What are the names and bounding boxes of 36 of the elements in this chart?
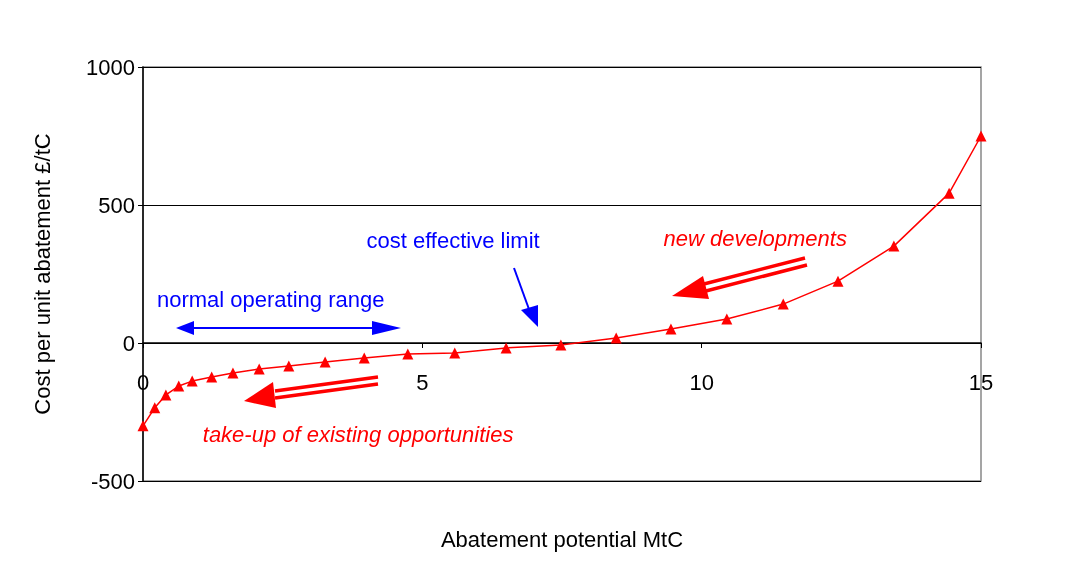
y-tick-label: 0 — [122, 330, 135, 356]
point — [888, 240, 900, 252]
point — [610, 332, 622, 344]
point — [832, 275, 844, 287]
point — [186, 375, 198, 387]
point — [173, 380, 185, 392]
annotation: normal operating range — [156, 287, 385, 313]
annotation: take-up of existing opportunities — [202, 422, 514, 448]
point — [358, 352, 370, 364]
x-tick-label: 10 — [689, 369, 714, 395]
annotation: new developments — [663, 225, 847, 251]
y-tick-label: 1000 — [86, 54, 135, 80]
point — [137, 420, 149, 432]
y-tick-label: -500 — [90, 468, 135, 494]
annotation: cost effective limit — [366, 227, 540, 253]
x-tick-label: 15 — [968, 369, 994, 395]
x-axis-title: Abatement potential MtC — [440, 526, 684, 552]
point — [665, 323, 677, 335]
point — [319, 356, 331, 368]
point — [206, 371, 218, 383]
point — [402, 348, 414, 360]
point — [555, 339, 567, 351]
point — [975, 130, 987, 142]
point — [227, 367, 239, 379]
point — [160, 389, 172, 401]
point — [449, 347, 461, 359]
x-tick-label: 5 — [416, 369, 429, 395]
point — [253, 363, 265, 375]
point — [149, 402, 161, 414]
point — [283, 360, 295, 372]
point — [777, 298, 789, 310]
point — [943, 187, 955, 199]
point — [721, 313, 733, 325]
y-tick-label: 500 — [98, 192, 135, 218]
y-axis-title: Cost per unit abatement £/tC — [29, 133, 55, 415]
point — [500, 342, 512, 354]
